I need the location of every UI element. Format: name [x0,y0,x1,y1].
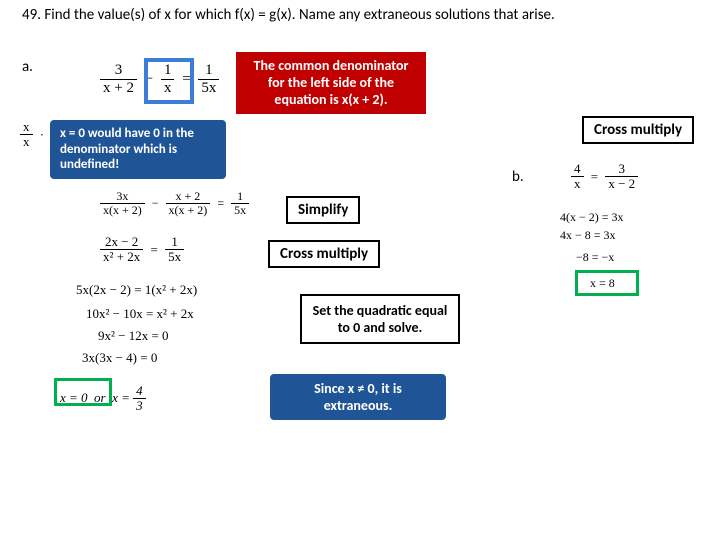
a-eq7: 9x² − 12x = 0 [98,328,169,344]
highlight-x-zero [54,378,112,406]
b-eq4: −8 = −x [576,250,614,265]
a-eq5: 5x(2x − 2) = 1(x² + 2x) [76,282,197,298]
question: 49. Find the value(s) of x for which f(x… [22,6,555,24]
highlight-x-8 [575,270,639,296]
a-mult-xx: xx · [20,120,48,150]
callout-quadratic: Set the quadratic equal to 0 and solve. [300,294,460,344]
question-text: 49. Find the value(s) of x for which f(x… [22,6,682,25]
b-eq3: 4x − 8 = 3x [560,228,616,243]
hint-simplify: Simplify [286,196,360,224]
a-eq4: 2x − 2x² + 2x = 15x [100,235,184,265]
callout-extraneous: Since x ≠ 0, it is extraneous. [268,372,448,422]
a-eq8: 3x(3x − 4) = 0 [82,350,157,366]
a-eq6: 10x² − 10x = x² + 2x [86,306,194,322]
hint-cross-b: Cross multiply [582,116,694,144]
a-eq3: 3xx(x + 2) − x + 2x(x + 2) = 15x [100,190,249,217]
callout-lcd: The common denominator for the left side… [236,52,426,114]
label-a: a. [22,58,33,76]
callout-undefined: x = 0 would have 0 in the denominator wh… [48,118,228,181]
hint-cross-a: Cross multiply [268,240,380,268]
b-eq2: 4(x − 2) = 3x [560,210,624,225]
label-b: b. [512,168,524,186]
highlight-lcd-term [144,58,194,104]
b-eq1: 4x = 3x − 2 [571,162,638,192]
